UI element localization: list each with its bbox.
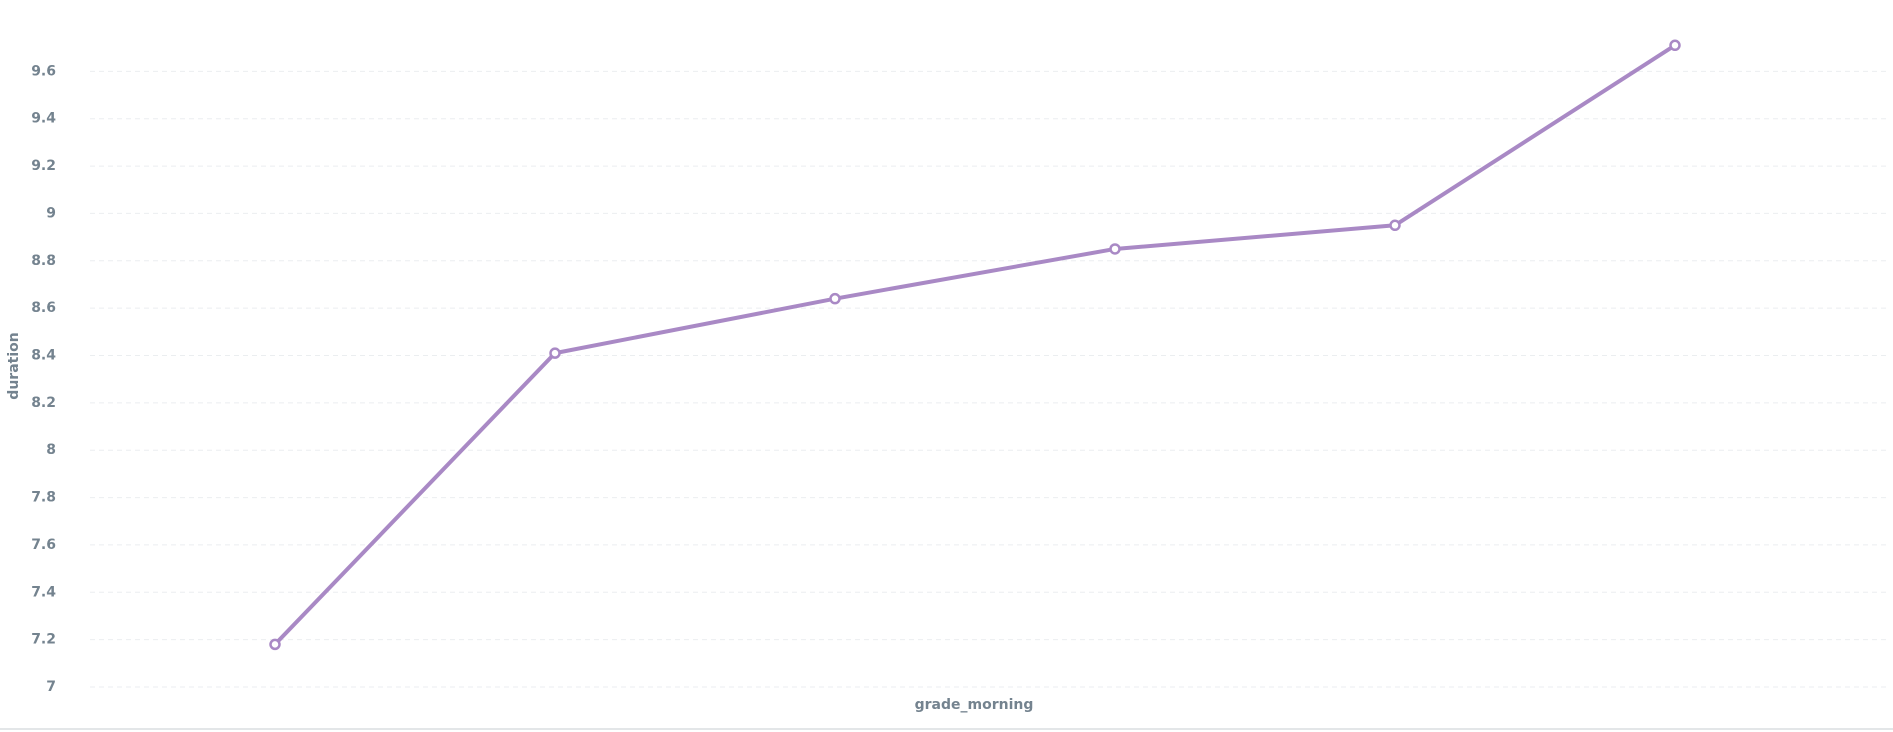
point (549, 347, 561, 359)
y-tick-label: 8 (46, 442, 56, 458)
y-axis-label: duration (6, 332, 22, 399)
y-tick-label: 7.4 (31, 584, 56, 600)
y-tick-label: 8.8 (31, 253, 56, 269)
y-tick-label: 9.2 (31, 158, 56, 174)
point (269, 638, 281, 651)
y-tick-label: 7.2 (31, 632, 56, 648)
y-tick-label: 9.6 (31, 63, 56, 79)
x-axis-label: grade_morning (915, 697, 1034, 713)
y-tick-label: 7.8 (31, 490, 56, 506)
y-tick-label: 7 (46, 679, 56, 695)
y-tick-label: 9.4 (31, 111, 56, 127)
point (1389, 219, 1401, 232)
y-tick-label: 8.6 (31, 300, 56, 316)
y-tick-label: 8.4 (31, 348, 56, 364)
y-tick-label: 7.6 (31, 537, 56, 553)
y-tick-label: 8.2 (31, 395, 56, 411)
point (829, 292, 841, 305)
y-tick-label: 9 (46, 205, 56, 221)
point (1669, 39, 1681, 52)
point (1109, 243, 1121, 255)
line (273, 43, 1677, 646)
